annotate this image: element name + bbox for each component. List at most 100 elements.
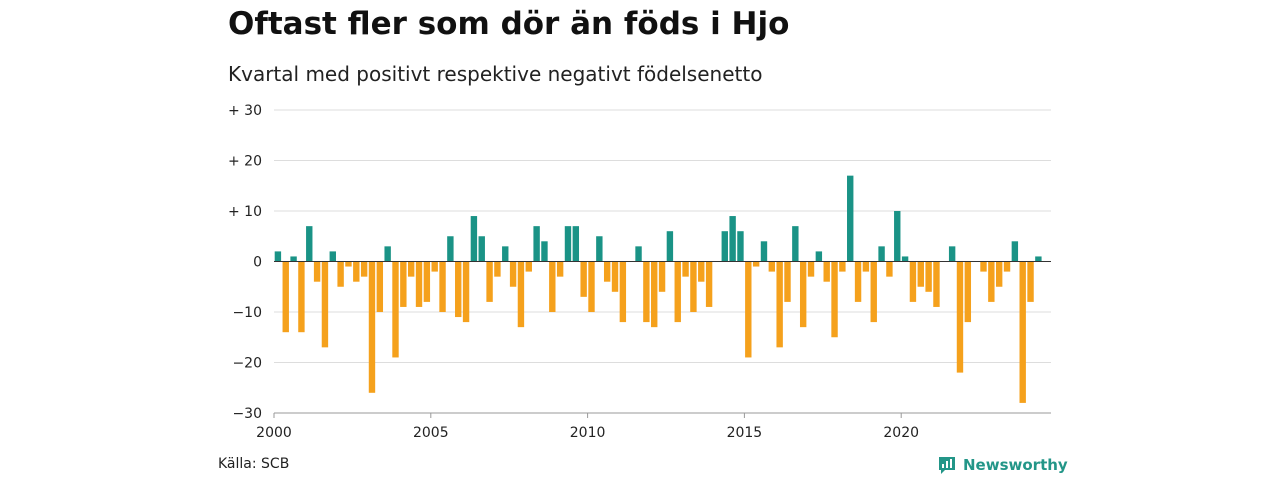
bar-negative — [776, 261, 783, 348]
bar-negative — [651, 261, 658, 328]
y-tick-label: + 10 — [228, 204, 262, 220]
x-tick-label: 2020 — [883, 425, 919, 441]
bar-positive — [901, 256, 909, 262]
bar-negative — [643, 261, 650, 323]
bar-negative — [823, 261, 830, 282]
bar-negative — [556, 261, 564, 277]
bar-negative — [298, 261, 305, 333]
bar-negative — [321, 261, 329, 348]
bar-positive — [878, 246, 885, 262]
y-tick-label: 0 — [253, 255, 262, 271]
bar-negative — [462, 261, 470, 323]
bar-negative — [705, 261, 713, 307]
bar-positive — [666, 231, 674, 262]
bar-positive — [635, 246, 642, 262]
bar-negative — [799, 261, 807, 328]
bar-positive — [729, 216, 736, 262]
bar-negative — [431, 261, 438, 272]
bar-negative — [745, 261, 752, 358]
bar-negative — [682, 261, 689, 277]
bar-positive — [478, 236, 485, 262]
source-note: Källa: SCB — [218, 456, 290, 472]
brand-name: Newsworthy — [963, 456, 1068, 474]
bar-negative — [494, 261, 501, 277]
bar-negative — [345, 261, 352, 267]
bar-negative — [360, 261, 368, 277]
bar-positive — [384, 246, 391, 262]
bar-negative — [909, 261, 917, 302]
bar-negative — [933, 261, 940, 307]
bar-positive — [306, 226, 313, 262]
bar-positive — [792, 226, 799, 262]
y-tick-label: −10 — [232, 305, 262, 321]
brand-logo[interactable]: Newsworthy — [937, 455, 1068, 475]
bar-negative — [517, 261, 525, 328]
bar-negative — [603, 261, 611, 282]
bar-positive — [721, 231, 728, 262]
bar-positive — [470, 216, 478, 262]
bar-positive — [290, 256, 297, 262]
bar-negative — [995, 261, 1003, 287]
bar-negative — [353, 261, 360, 282]
bar-negative — [807, 261, 815, 277]
bar-negative — [1003, 261, 1011, 272]
bar-positive — [533, 226, 540, 262]
bar-negative — [964, 261, 972, 323]
bar-negative — [831, 261, 838, 338]
bar-negative — [407, 261, 415, 277]
bar-negative — [839, 261, 846, 272]
bar-positive — [572, 226, 580, 262]
x-tick-label: 2015 — [727, 425, 763, 441]
bar-negative — [980, 261, 987, 272]
bar-negative — [588, 261, 595, 312]
bar-negative — [1019, 261, 1026, 403]
bar-negative — [368, 261, 376, 393]
axes: + 30 + 20 + 10 0 −10 −20 −30 2000 2005 2010 2015 20… — [228, 103, 1051, 441]
y-tick-label: + 20 — [228, 154, 262, 170]
bar-negative — [439, 261, 446, 312]
bar-negative — [423, 261, 431, 302]
bar-positive — [737, 231, 744, 262]
bar-positive — [1035, 256, 1042, 262]
bar-positive — [447, 236, 454, 262]
bar-negative — [392, 261, 399, 358]
bar-positive — [894, 211, 901, 262]
bar-positive — [948, 246, 956, 262]
bar-negative — [690, 261, 697, 312]
bar-negative — [525, 261, 532, 272]
bar-positive — [760, 241, 768, 262]
bar-negative — [658, 261, 666, 292]
bar-negative — [282, 261, 289, 333]
bar-negative — [486, 261, 493, 302]
bar-negative — [337, 261, 344, 287]
bar-positive — [502, 246, 509, 262]
bar-negative — [698, 261, 705, 282]
bar-positive — [541, 241, 548, 262]
y-tick-label: + 30 — [228, 103, 262, 119]
y-tick-label: −30 — [232, 406, 262, 422]
bar-negative — [400, 261, 407, 307]
bar-positive — [847, 175, 854, 262]
bar-negative — [376, 261, 384, 312]
bar-positive — [1011, 241, 1019, 262]
bar-negative — [862, 261, 870, 272]
bar-negative — [1027, 261, 1034, 302]
bar-negative — [886, 261, 893, 277]
bars — [274, 175, 1042, 403]
bar-negative — [768, 261, 776, 272]
bar-negative — [917, 261, 924, 287]
y-tick-label: −20 — [232, 356, 262, 372]
bar-positive — [329, 251, 336, 262]
bar-negative — [752, 261, 760, 267]
chart-subtitle: Kvartal med positivt respektive negativt… — [228, 62, 763, 86]
bar-negative — [854, 261, 862, 302]
bar-negative — [925, 261, 932, 292]
bar-negative — [784, 261, 791, 302]
bar-positive — [564, 226, 572, 262]
bar-negative — [870, 261, 877, 323]
bar-negative — [956, 261, 964, 373]
bar-negative — [674, 261, 681, 323]
x-tick-label: 2000 — [256, 425, 292, 441]
bar-negative — [988, 261, 995, 302]
